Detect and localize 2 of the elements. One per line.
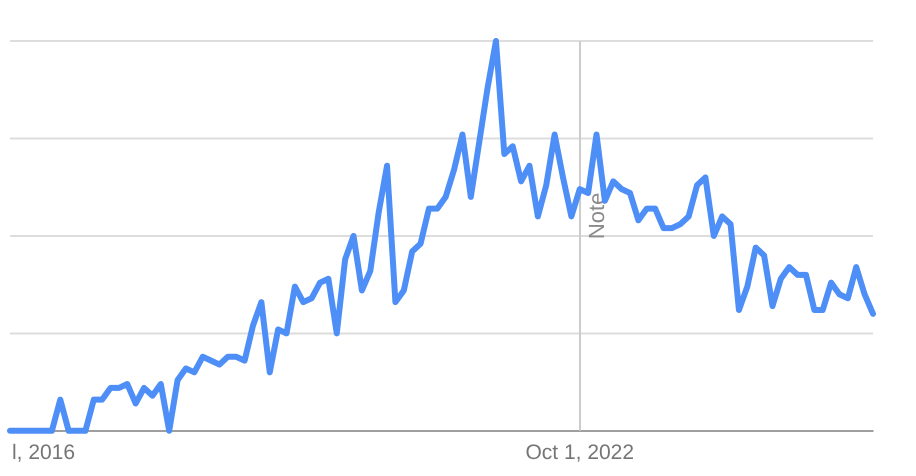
x-tick-label: Oct 1, 2022 (525, 441, 634, 464)
x-tick-label: l, 2016 (12, 441, 76, 464)
